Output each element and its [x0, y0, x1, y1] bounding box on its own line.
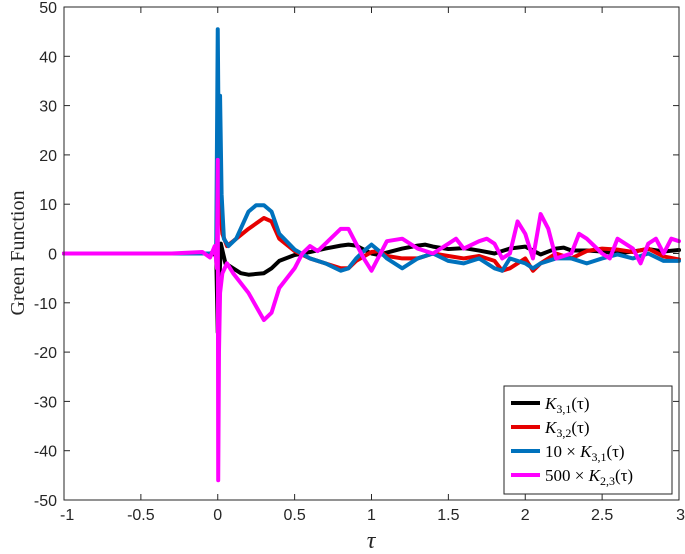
- y-tick-label: 30: [39, 99, 57, 116]
- y-tick-label: -10: [34, 296, 57, 313]
- plot-frame: [63, 6, 680, 501]
- x-tick-label: -0.5: [127, 507, 155, 524]
- x-tick-label: 1: [367, 507, 376, 524]
- legend-label-2: K3,2(τ): [544, 418, 590, 440]
- legend-items: K3,1(τ)K3,2(τ)10 × K3,1(τ)500 × K2,3(τ): [511, 394, 633, 488]
- legend-label-1: K3,1(τ): [544, 394, 590, 416]
- legend-label-3: 10 × K3,1(τ): [545, 442, 625, 464]
- x-tick-label: 1.5: [437, 507, 459, 524]
- y-tick-label: 10: [39, 197, 57, 214]
- y-tick-label: 0: [48, 247, 57, 264]
- y-tick-labels: 50 40 30 20 10 0 -10 -20 -30 -40 -50: [34, 0, 57, 510]
- legend: K3,1(τ)K3,2(τ)10 × K3,1(τ)500 × K2,3(τ): [503, 385, 673, 495]
- y-tick-label: -20: [34, 345, 57, 362]
- x-tick-label: 0: [213, 507, 222, 524]
- x-tick-label: 3: [676, 507, 685, 524]
- series-line-3: [62, 27, 681, 273]
- y-tick-label: -50: [34, 493, 57, 510]
- x-tick-label: 0.5: [284, 507, 306, 524]
- y-tick-label: 50: [39, 0, 57, 17]
- legend-label-4: 500 × K2,3(τ): [545, 466, 633, 488]
- y-tick-label: -40: [34, 444, 57, 461]
- x-tick-label: 2.5: [591, 507, 613, 524]
- x-tick-label: 2: [521, 507, 530, 524]
- series-line-1: [62, 241, 681, 335]
- series-line-4: [62, 157, 681, 483]
- plot-lines: [62, 27, 681, 483]
- y-axis-label: Green Function: [7, 191, 29, 316]
- x-tick-labels: -1 -0.5 0 0.5 1 1.5 2 2.5 3: [60, 507, 685, 524]
- y-tick-label: -30: [34, 394, 57, 411]
- x-axis-label: τ: [367, 528, 377, 554]
- y-tick-label: 20: [39, 148, 57, 165]
- series-line-2: [62, 172, 681, 273]
- y-tick-label: 40: [39, 49, 57, 66]
- x-tick-label: -1: [60, 507, 74, 524]
